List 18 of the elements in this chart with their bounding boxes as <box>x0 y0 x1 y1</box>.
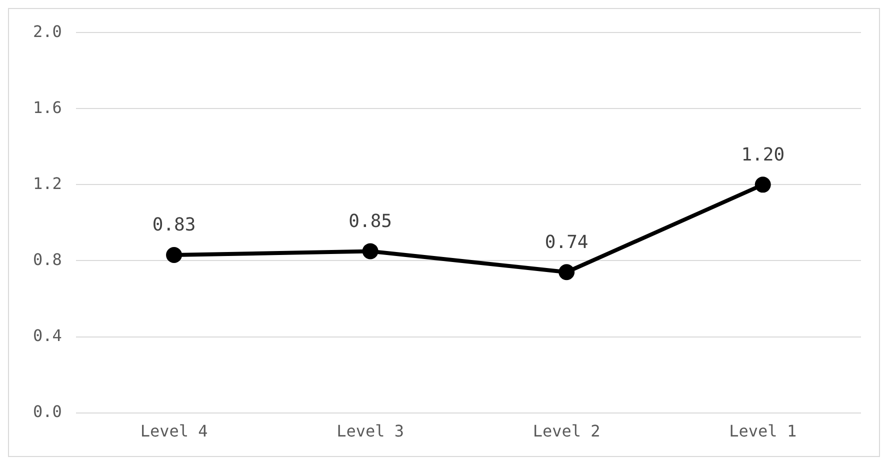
data-label: 0.74 <box>544 232 588 253</box>
point <box>558 264 575 280</box>
y-tick-label: 1.6 <box>32 98 62 117</box>
y-tick-label: 1.2 <box>32 174 62 193</box>
y-tick-label: 0.8 <box>32 250 62 269</box>
y-tick-label: 0.0 <box>32 402 62 421</box>
data-label: 1.20 <box>741 144 785 166</box>
x-tick-label: Level 4 <box>140 422 208 441</box>
point <box>166 247 182 264</box>
y-tick-label: 2.0 <box>32 22 62 41</box>
data-label: 0.83 <box>152 214 196 236</box>
data-label: 0.85 <box>348 210 392 232</box>
x-tick-label: Level 1 <box>729 422 797 441</box>
x-tick-label: Level 2 <box>532 422 600 441</box>
point <box>754 176 771 193</box>
x-tick-label: Level 3 <box>336 422 404 441</box>
point <box>362 243 378 260</box>
y-tick-label: 0.4 <box>32 326 62 345</box>
